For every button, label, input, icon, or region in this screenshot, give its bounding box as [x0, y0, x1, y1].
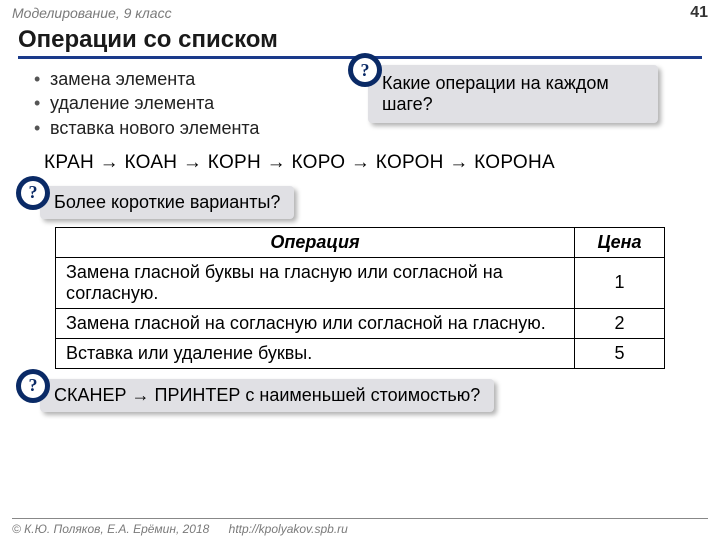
- cell-desc: Замена гласной буквы на гласную или согл…: [56, 257, 575, 308]
- table-row: Вставка или удаление буквы. 5: [56, 338, 665, 368]
- cell-price: 1: [575, 257, 665, 308]
- callout-shorter: ? Более короткие варианты?: [40, 186, 294, 219]
- cell-desc: Вставка или удаление буквы.: [56, 338, 575, 368]
- question-icon: ?: [16, 369, 50, 403]
- table-header-row: Операция Цена: [56, 227, 665, 257]
- cell-price: 2: [575, 308, 665, 338]
- transformation-chain: КРАН → КОАН → КОРН → КОРО → КОРОН → КОРО…: [44, 152, 688, 174]
- table-row: Замена гласной буквы на гласную или согл…: [56, 257, 665, 308]
- callout-text: Какие операции на каждом шаге?: [382, 73, 609, 114]
- callout-text: СКАНЕР → ПРИНТЕР с наименьшей стоимостью…: [54, 385, 480, 405]
- footer: © К.Ю. Поляков, Е.А. Ерёмин, 2018 http:/…: [12, 518, 708, 536]
- cell-desc: Замена гласной на согласную или согласно…: [56, 308, 575, 338]
- callout-text: Более короткие варианты?: [54, 192, 280, 212]
- question-icon: ?: [16, 176, 50, 210]
- question-icon: ?: [348, 53, 382, 87]
- callout-scanner-wrap: ? СКАНЕР → ПРИНТЕР с наименьшей стоимост…: [40, 379, 688, 412]
- footer-url: http://kpolyakov.spb.ru: [229, 522, 348, 536]
- callout-shorter-wrap: ? Более короткие варианты?: [40, 186, 688, 219]
- col-operation: Операция: [56, 227, 575, 257]
- content-area: замена элемента удаление элемента вставк…: [0, 59, 720, 412]
- col-price: Цена: [575, 227, 665, 257]
- callout-scanner-printer: ? СКАНЕР → ПРИНТЕР с наименьшей стоимост…: [40, 379, 494, 412]
- page-number: 41: [690, 4, 708, 22]
- cell-price: 5: [575, 338, 665, 368]
- table-row: Замена гласной на согласную или согласно…: [56, 308, 665, 338]
- operations-table: Операция Цена Замена гласной буквы на гл…: [55, 227, 665, 369]
- header: Моделирование, 9 класс 41: [0, 0, 720, 24]
- callout-operations: ? Какие операции на каждом шаге?: [368, 65, 658, 123]
- breadcrumb: Моделирование, 9 класс: [12, 5, 172, 21]
- copyright: © К.Ю. Поляков, Е.А. Ерёмин, 2018: [12, 522, 209, 536]
